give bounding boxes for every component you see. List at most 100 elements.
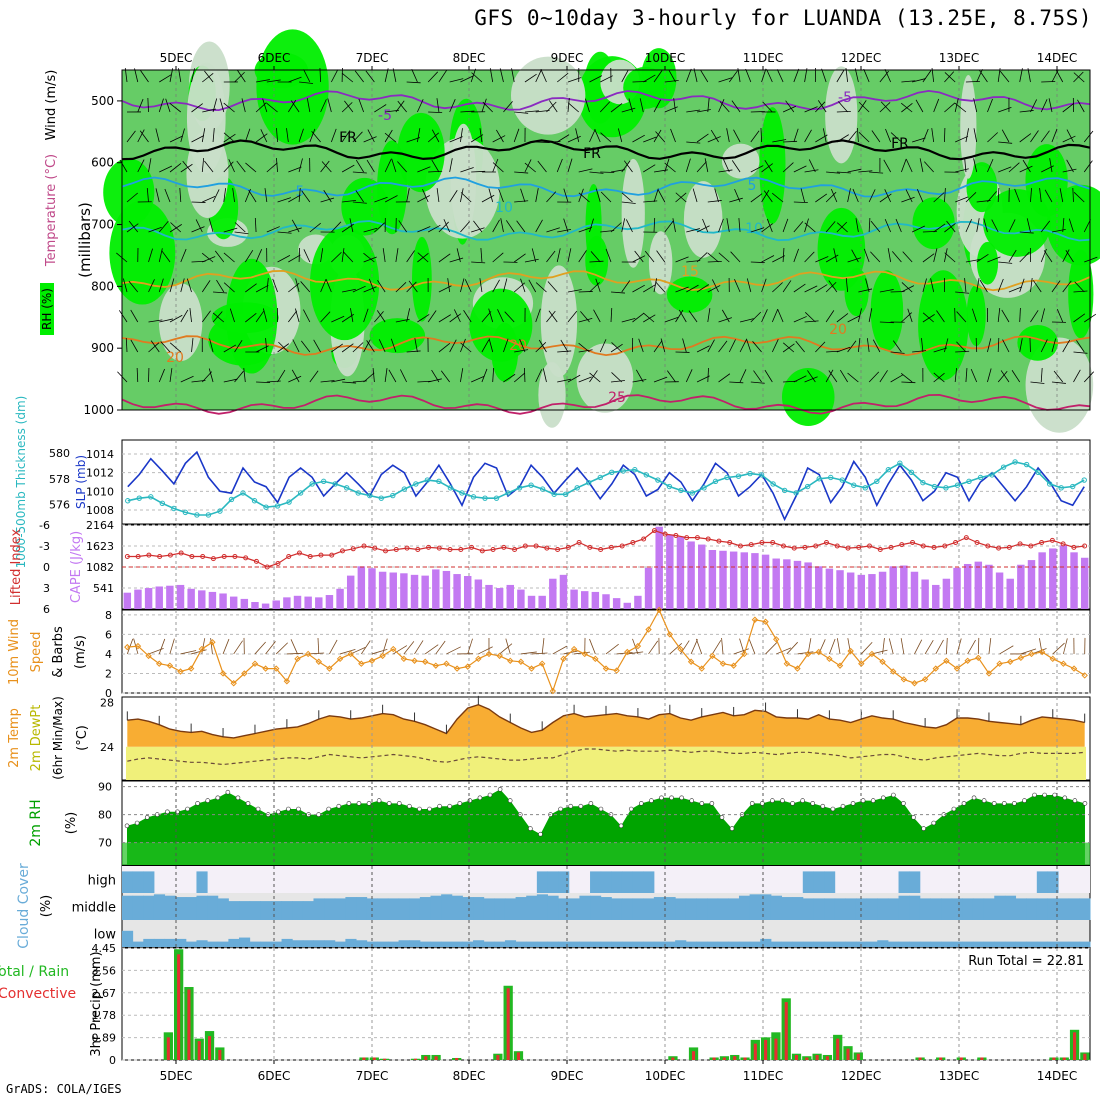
rh-blob	[967, 285, 986, 346]
precip-convective-bar	[167, 1037, 170, 1060]
cape-bar	[1060, 545, 1067, 609]
contour-label: 10	[495, 200, 513, 216]
cape-bar	[741, 552, 748, 609]
wind-tick-label: 2	[105, 667, 112, 680]
cloud-bar-middle	[750, 894, 761, 920]
cloud-bar-middle	[207, 896, 218, 920]
cloud-bar-low	[994, 942, 1005, 947]
wind-barb	[524, 368, 525, 382]
cape-bar	[602, 594, 609, 609]
cloud-bar-low	[250, 942, 261, 947]
cloud-bar-low	[505, 940, 516, 947]
bottom-date-label: 5DEC	[160, 1069, 193, 1083]
cloud-bar-high	[909, 871, 920, 893]
cloud-bar-middle	[962, 898, 973, 920]
temp-axis-label-1: 2m Temp	[7, 708, 22, 768]
rh-point	[901, 801, 905, 805]
cloud-bar-high	[590, 871, 601, 893]
precip-convective-bar	[424, 1056, 427, 1060]
rh-point	[397, 801, 401, 805]
top-date-label: 7DEC	[356, 51, 389, 65]
cape-bar	[1081, 558, 1088, 609]
contour-label: 20	[166, 350, 184, 366]
bottom-date-label: 7DEC	[356, 1069, 389, 1083]
wind-barb	[579, 291, 593, 292]
cloud-bar-middle	[399, 898, 410, 920]
cloud-bar-low	[462, 942, 473, 947]
rh-point	[357, 801, 361, 805]
rh-point	[710, 801, 714, 805]
top-date-label: 6DEC	[258, 51, 291, 65]
rh-point	[619, 824, 623, 828]
cape-bar	[879, 572, 886, 609]
cloud-bar-low	[590, 942, 601, 947]
rh-point	[841, 804, 845, 808]
cloud-bar-middle	[313, 898, 324, 920]
rh-point	[508, 799, 512, 803]
cloud-bar-low	[1026, 942, 1037, 947]
rh-point	[811, 801, 815, 805]
cloud-bar-low	[654, 942, 665, 947]
rh-blob	[825, 66, 857, 163]
cloud-bar-middle	[877, 898, 888, 920]
rh-point	[347, 801, 351, 805]
cloud-bar-low	[930, 942, 941, 947]
cape-bar	[464, 576, 471, 609]
contour-label: 15	[681, 264, 699, 280]
cloud-bar-middle	[792, 897, 803, 920]
cape-tick-label: 1082	[86, 561, 114, 574]
cloud-bar-high	[547, 871, 558, 893]
precip-convective-bar	[218, 1050, 221, 1060]
cape-bar	[315, 597, 322, 609]
cloud-bar-middle	[1058, 898, 1069, 920]
precip-convective-bar	[517, 1052, 520, 1060]
rh-point	[1033, 793, 1037, 797]
cloud-bar-low	[909, 942, 920, 947]
cape-bar	[985, 565, 992, 609]
cloud-bar-middle	[356, 897, 367, 920]
cape-bar	[187, 589, 194, 609]
cloud-bar-high	[824, 871, 835, 893]
cloud-bar-low	[377, 942, 388, 947]
top-date-label: 5DEC	[160, 51, 193, 65]
cape-bar	[198, 590, 205, 609]
precip-convective-bar	[980, 1057, 983, 1060]
cloud-bar-low	[154, 939, 165, 947]
cloud-bar-middle	[952, 898, 963, 920]
cloud-bar-low	[537, 942, 548, 947]
cloud-bar-low	[516, 942, 527, 947]
cape-bar	[655, 527, 662, 609]
cloud-bar-high	[143, 871, 154, 893]
rh-point	[226, 790, 230, 794]
rh-point	[680, 796, 684, 800]
cloud-bar-low	[739, 942, 750, 947]
cloud-bar-low	[186, 942, 197, 947]
cloud-bar-middle	[696, 898, 707, 920]
cloud-bar-middle	[1016, 898, 1027, 920]
cloud-bar-low	[707, 942, 718, 947]
rh-point	[569, 804, 573, 808]
cloud-bar-low	[899, 942, 910, 947]
cape-bar	[624, 603, 631, 609]
cloud-bar-low	[1037, 942, 1048, 947]
cloud-bar-middle	[335, 898, 346, 920]
rh-point	[387, 801, 391, 805]
cloud-bar-low	[1079, 942, 1090, 947]
rh-point	[659, 796, 663, 800]
cloud-bar-low	[579, 942, 590, 947]
precip-convective-bar	[785, 1002, 788, 1060]
dew-fill	[126, 747, 1086, 780]
rh-tick-label: 70	[98, 837, 112, 850]
cloud-bar-low	[228, 939, 239, 947]
rh-point	[438, 804, 442, 808]
panel2-frame	[122, 440, 1090, 524]
cape-bar	[868, 574, 875, 609]
cloud-layer-label: low	[94, 928, 117, 943]
cloud-bar-middle	[165, 896, 176, 920]
cape-bar	[1006, 579, 1013, 609]
cloud-bar-low	[218, 942, 229, 947]
li-tick-label: 0	[43, 561, 50, 574]
cape-bar	[964, 564, 971, 609]
cloud-bar-middle	[622, 898, 633, 920]
cape-bar	[762, 555, 769, 609]
